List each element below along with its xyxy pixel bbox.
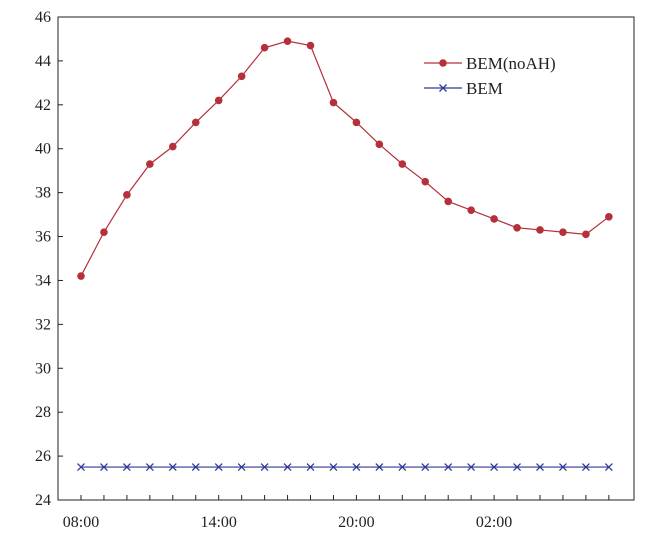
y-tick-label: 46 [35,9,51,26]
data-point-bem-noah [77,272,85,280]
data-point-bem-noah [513,223,521,232]
y-tick-label: 30 [35,360,51,377]
data-point-bem-noah [283,37,292,45]
data-point-bem [352,463,361,472]
data-point-bem-noah [421,177,430,186]
data-point-bem-noah [536,226,544,234]
data-point-bem [122,463,131,472]
data-point-bem-noah [582,230,590,239]
x-tick-label: 02:00 [476,514,512,531]
y-tick-label: 40 [35,141,51,158]
series-line-bem-noah [80,40,610,277]
data-point-bem [99,463,108,472]
data-point-bem-noah [467,206,475,214]
data-point-bem [604,463,613,472]
data-point-bem-noah [329,98,338,107]
plot-frame [57,16,635,501]
y-tick-label: 34 [35,272,51,289]
y-tick-label: 44 [35,53,51,70]
legend-entry-bem: BEM [424,79,503,98]
x-tick-label: 20:00 [338,514,374,531]
data-point-bem-noah [306,41,315,50]
data-point-bem-noah [490,215,498,223]
data-point-bem [375,463,384,472]
data-point-bem [398,463,407,472]
data-point-bem-noah [398,160,407,168]
data-point-bem [490,463,499,472]
data-point-bem [191,463,200,472]
data-point-bem-noah [605,212,613,221]
y-tick-label: 24 [35,492,51,509]
legend: BEM(noAH) BEM [424,54,556,98]
data-point-bem [145,463,154,472]
y-tick-label: 26 [35,448,51,465]
y-tick-label: 36 [35,229,51,246]
data-point-bem [467,463,476,472]
data-point-bem-noah [444,197,453,206]
data-point-bem [581,463,590,472]
data-point-bem [306,463,315,472]
x-tick-label: 14:00 [200,514,236,531]
legend-label-bem-noah: BEM(noAH) [466,54,556,73]
data-point-bem-noah [146,160,154,168]
data-point-bem-noah [100,228,108,236]
data-point-bem [421,463,430,472]
data-point-bem [77,463,85,472]
y-tick-label: 28 [35,404,51,421]
x-tick-label: 08:00 [63,514,99,531]
data-point-bem-noah [352,118,361,127]
data-point-bem [283,463,292,472]
legend-marker-bem [439,84,447,92]
data-point-bem [513,463,522,472]
data-point-bem [237,463,246,472]
data-point-bem-noah [123,191,131,199]
data-point-bem-noah [214,96,223,105]
y-tick-label: 32 [35,316,51,333]
data-point-bem [168,463,177,472]
data-point-bem [558,463,567,472]
y-tick-label: 38 [35,185,51,202]
data-point-bem [260,463,269,472]
legend-entry-bem-noah: BEM(noAH) [424,54,556,73]
data-point-bem [536,463,544,472]
data-point-bem [214,463,223,472]
data-point-bem [444,463,453,472]
y-tick-label: 42 [35,97,51,114]
data-point-bem-noah [375,140,384,149]
data-point-bem-noah [191,118,200,127]
data-point-bem [329,463,338,472]
data-point-bem-noah [559,228,567,236]
legend-marker-bem-noah [439,59,447,67]
data-point-bem-noah [237,72,246,81]
legend-label-bem: BEM [466,79,503,98]
data-point-bem-noah [260,43,269,52]
series-group [77,37,613,472]
axes: 24 26 28 30 32 34 36 38 40 42 44 46 08:00 14:00 20:00 0… [35,9,635,531]
data-point-bem-noah [169,142,177,151]
